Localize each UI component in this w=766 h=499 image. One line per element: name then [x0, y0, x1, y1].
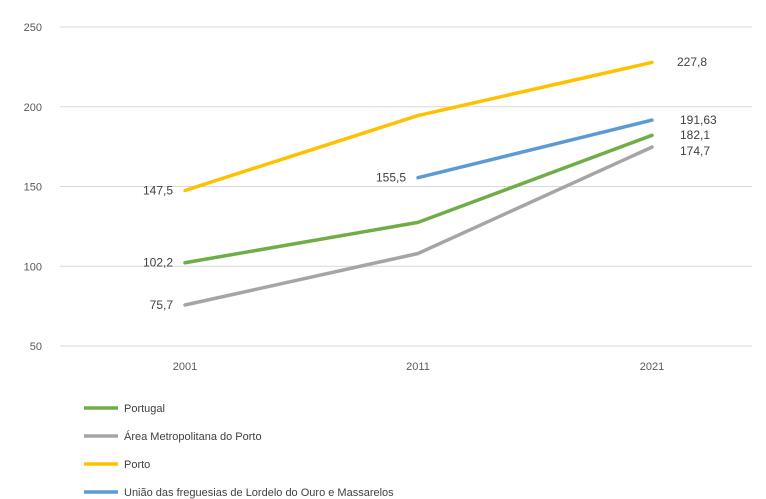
x-tick-label: 2011: [406, 361, 430, 373]
legend-label-0: Portugal: [124, 403, 165, 415]
legend: Portugal Área Metropolitana do Porto Porto…: [84, 403, 394, 499]
legend-label-3: União das freguesias de Lordelo do Ouro …: [124, 487, 394, 499]
legend-label-2: Porto: [124, 459, 150, 471]
data-label: 174,7: [680, 144, 710, 158]
y-axis-ticks: 250 200 150 100 50: [24, 22, 42, 353]
series-lines: [183, 60, 654, 307]
y-tick-label: 50: [30, 341, 42, 353]
series-line-0: [183, 133, 654, 265]
y-tick-label: 200: [24, 102, 42, 114]
series-line-3: [416, 118, 654, 180]
gridlines: [60, 26, 752, 347]
x-axis-ticks: 2001 2011 2021: [173, 361, 664, 373]
legend-label-1: Área Metropolitana do Porto: [124, 430, 262, 443]
y-tick-label: 250: [24, 22, 42, 34]
series-line-1: [183, 145, 654, 307]
y-tick-label: 150: [24, 182, 42, 194]
data-label: 182,1: [680, 128, 710, 142]
data-label: 102,2: [143, 256, 173, 270]
data-label: 191,63: [680, 113, 717, 127]
data-labels: 102,2 182,1 75,7 174,7 147,5 227,8 155,5 191,63: [143, 55, 717, 312]
x-tick-label: 2021: [640, 361, 664, 373]
data-label: 227,8: [677, 55, 707, 69]
data-label: 147,5: [143, 183, 173, 197]
data-label: 75,7: [150, 298, 174, 312]
series-line-2: [183, 60, 654, 193]
x-tick-label: 2001: [173, 361, 197, 373]
y-tick-label: 100: [24, 261, 42, 273]
data-label: 155,5: [376, 171, 406, 185]
